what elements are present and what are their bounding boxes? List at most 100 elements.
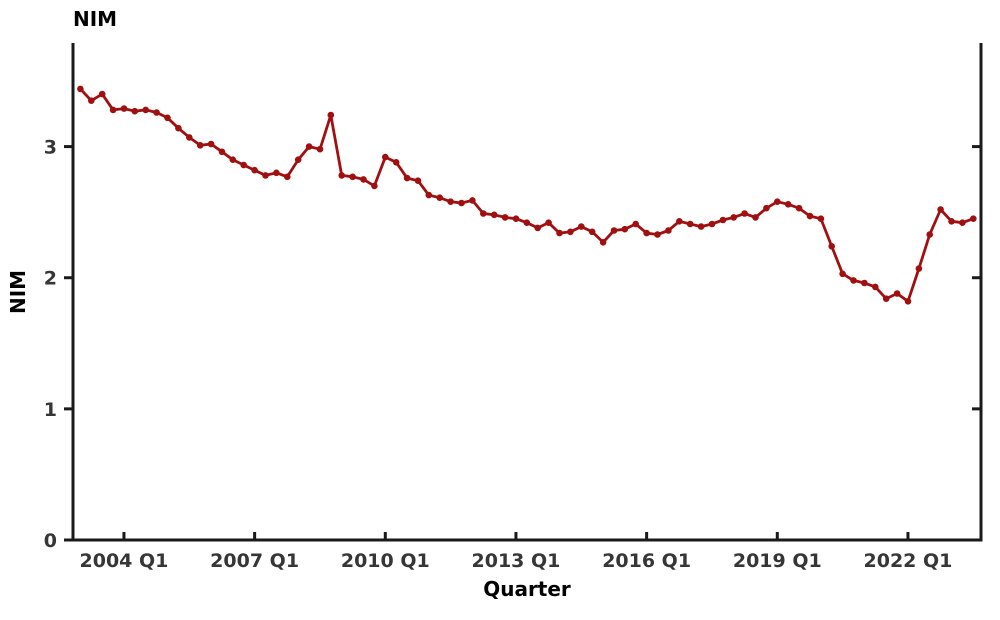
x-tick-label: 2013 Q1 xyxy=(472,550,561,572)
data-point-marker xyxy=(229,156,237,163)
data-point-marker xyxy=(817,215,825,222)
data-point-marker xyxy=(480,210,487,217)
data-point-marker xyxy=(131,107,139,115)
data-point-marker xyxy=(338,172,346,179)
data-point-marker xyxy=(294,156,302,163)
data-point-marker xyxy=(77,85,84,93)
data-point-marker xyxy=(556,229,563,237)
y-tick-label: 1 xyxy=(44,399,57,421)
data-point-marker xyxy=(392,159,400,166)
data-point-marker xyxy=(534,224,541,232)
data-point-marker xyxy=(708,220,716,228)
data-point-marker xyxy=(578,223,585,230)
data-point-marker xyxy=(806,212,814,220)
data-point-marker xyxy=(273,169,280,177)
data-point-marker xyxy=(196,142,204,149)
data-point-marker xyxy=(654,231,661,238)
plot-layer: 0 1 2 3 2004 Q1 2007 Q1 2010 Q1 2013 Q1 2016 Q1 2… xyxy=(44,43,983,572)
data-point-marker xyxy=(88,97,95,104)
data-point-marker xyxy=(948,218,955,225)
data-point-marker xyxy=(327,111,335,119)
data-point-marker xyxy=(784,201,792,208)
data-point-marker xyxy=(186,134,193,141)
axis-spines xyxy=(71,43,983,542)
y-tick-label: 2 xyxy=(44,268,57,290)
data-point-marker xyxy=(686,220,694,228)
data-point-marker xyxy=(850,277,857,284)
data-point-marker xyxy=(730,214,737,221)
nim-series-line xyxy=(79,87,975,303)
data-point-marker xyxy=(893,290,901,297)
data-point-marker xyxy=(741,210,748,217)
data-point-marker xyxy=(621,225,629,233)
data-point-marker xyxy=(828,243,835,250)
x-tick-label: 2004 Q1 xyxy=(80,550,169,572)
y-tick-label: 0 xyxy=(44,530,57,552)
data-point-marker xyxy=(403,174,411,182)
x-tick-label: 2022 Q1 xyxy=(864,550,953,572)
x-tick-label: 2019 Q1 xyxy=(733,550,822,572)
data-point-marker xyxy=(632,220,639,228)
data-point-marker xyxy=(610,227,618,234)
data-point-marker xyxy=(970,215,977,222)
data-point-marker xyxy=(795,204,803,212)
data-point-marker xyxy=(120,105,128,112)
data-point-marker xyxy=(349,173,356,181)
data-point-marker xyxy=(436,194,444,201)
data-point-marker xyxy=(512,215,520,222)
data-point-marker xyxy=(904,298,912,305)
data-point-marker xyxy=(371,182,378,190)
data-point-marker xyxy=(501,214,509,221)
data-point-marker xyxy=(447,198,454,205)
data-point-marker xyxy=(588,228,596,236)
data-point-marker xyxy=(839,270,846,278)
data-point-marker xyxy=(599,239,607,246)
x-tick-label: 2007 Q1 xyxy=(210,550,299,572)
data-point-marker xyxy=(142,106,149,114)
data-point-marker xyxy=(262,172,269,179)
data-point-marker xyxy=(382,153,389,161)
data-point-marker xyxy=(523,219,531,226)
data-point-marker xyxy=(959,219,966,226)
data-point-marker xyxy=(175,124,182,132)
data-point-marker xyxy=(774,198,781,205)
data-point-marker xyxy=(752,214,759,221)
x-axis-title: Quarter xyxy=(483,577,571,601)
y-tick-label: 3 xyxy=(44,137,57,159)
x-tick-label: 2010 Q1 xyxy=(341,550,430,572)
data-point-marker xyxy=(926,231,933,238)
data-point-marker xyxy=(414,177,422,184)
data-point-marker xyxy=(643,229,650,237)
data-point-marker xyxy=(458,199,465,207)
data-point-marker xyxy=(305,143,313,150)
data-point-marker xyxy=(284,173,291,181)
chart-title: NIM xyxy=(73,7,117,31)
data-point-marker xyxy=(218,148,226,156)
data-point-marker xyxy=(937,206,944,213)
x-tick-label: 2016 Q1 xyxy=(602,550,691,572)
data-point-marker xyxy=(251,166,258,174)
data-point-marker xyxy=(109,106,117,114)
data-point-marker xyxy=(469,197,476,204)
data-point-marker xyxy=(719,216,727,224)
data-point-marker xyxy=(567,228,574,236)
data-point-marker xyxy=(425,191,433,199)
data-point-marker xyxy=(545,219,552,226)
data-point-marker xyxy=(490,211,498,219)
data-point-marker xyxy=(861,279,868,287)
data-point-marker xyxy=(316,145,324,153)
data-point-marker xyxy=(872,283,879,291)
data-point-marker xyxy=(207,140,215,148)
data-point-marker xyxy=(882,295,890,303)
data-point-marker xyxy=(164,114,171,122)
data-point-marker xyxy=(763,204,770,212)
data-point-marker xyxy=(153,109,160,116)
data-point-marker xyxy=(697,223,705,230)
y-axis-title: NIM xyxy=(6,270,30,314)
data-point-marker xyxy=(665,227,672,234)
data-point-marker xyxy=(360,176,367,183)
data-point-marker xyxy=(240,161,247,169)
data-point-marker xyxy=(98,90,106,98)
